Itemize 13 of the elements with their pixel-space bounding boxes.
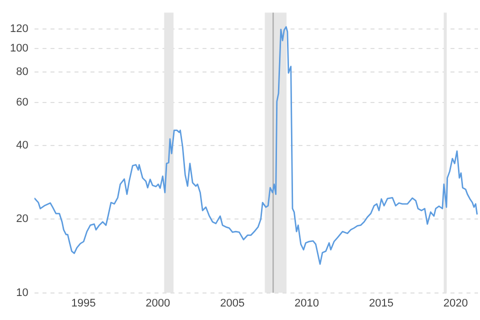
y-tick-label: 100 (10, 42, 28, 54)
y-tick-label: 40 (16, 140, 28, 152)
x-tick-label: 2010 (294, 297, 320, 310)
y-tick-label: 10 (16, 286, 28, 299)
x-tick-label: 2000 (146, 297, 170, 310)
x-tick-label: 2020 (443, 297, 468, 310)
x-tick-label: 1995 (71, 297, 96, 310)
y-tick-label: 120 (10, 23, 28, 35)
y-tick-label: 80 (16, 66, 28, 78)
y-tick-label: 20 (16, 213, 28, 226)
x-tick-label: 2015 (368, 297, 394, 310)
y-tick-label: 60 (16, 96, 28, 109)
x-tick-label: 2005 (220, 297, 245, 310)
